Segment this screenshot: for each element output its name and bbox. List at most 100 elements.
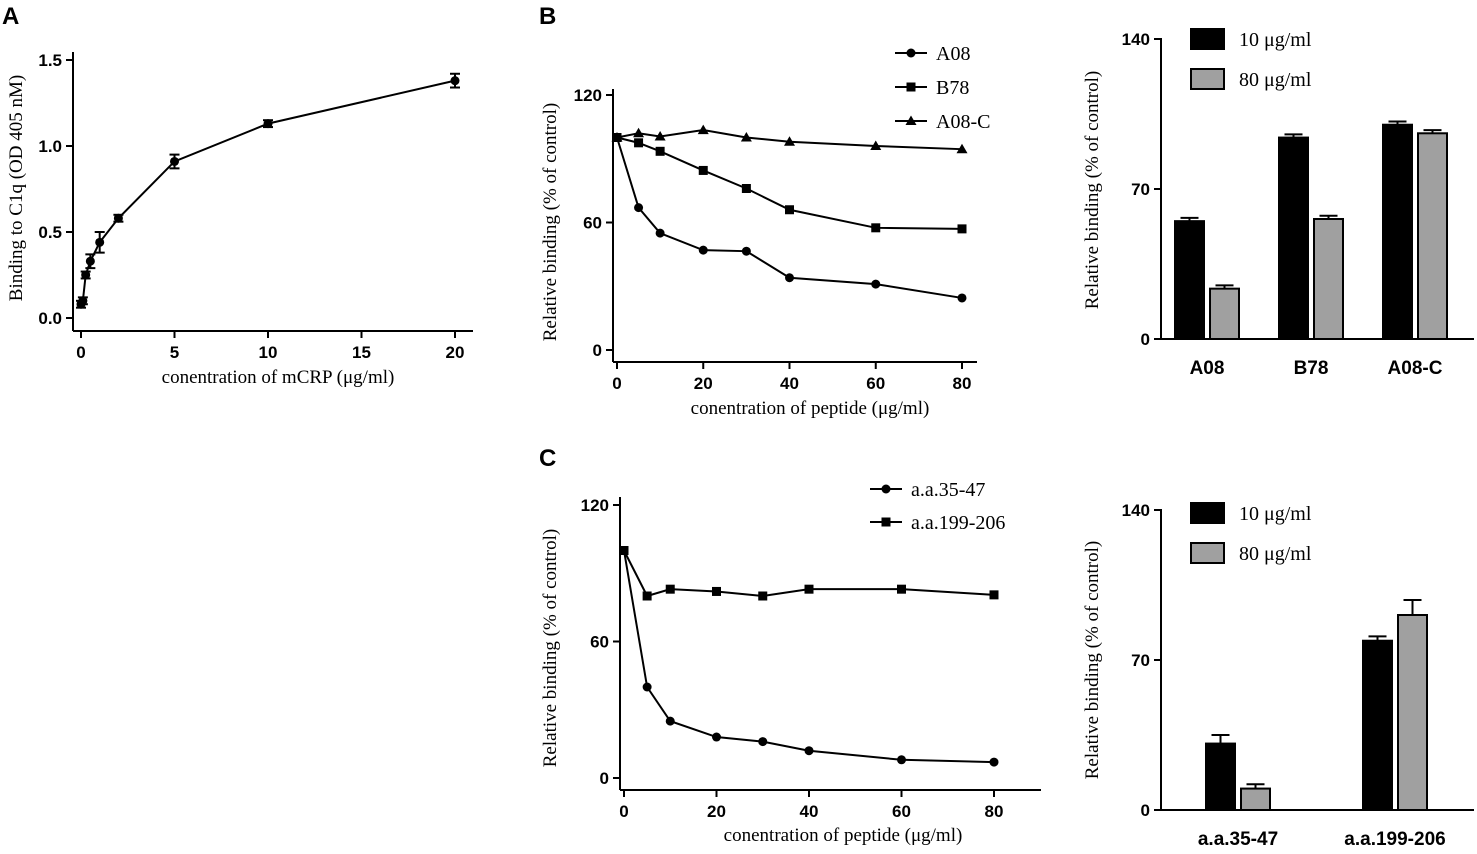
data-point-a-a-199-206 [758,591,768,601]
x-tick-label: 15 [352,343,371,362]
x-tick-label: 0 [612,374,621,393]
x-tick-label: 80 [985,802,1004,821]
data-point-a-a-35-47 [897,755,906,765]
data-point-a08-c [870,140,882,150]
series-line-b78 [616,136,963,230]
data-point-a-a-35-47 [804,746,814,756]
y-tick-label: 0.0 [38,309,62,328]
x-tick-label: 60 [892,802,911,821]
data-point-a08-c [697,124,709,135]
y-tick-label: 120 [581,496,609,515]
data-point-a08 [698,245,708,255]
data-point-a-a-199-206 [642,591,652,601]
y-tick-label: 0 [600,769,609,788]
legend-swatch-80-g-ml [1190,68,1225,90]
data-point-b78 [957,224,967,234]
chart-c-line: 0 60 120 0 20 40 60 80 conentration of peptide (… [540,479,1041,846]
y-tick-label: 120 [574,86,602,105]
bar-a08-80-g-ml [1209,287,1240,340]
data-point-mcrp [95,237,105,247]
series-line-a08-c [616,129,963,151]
series-line-a08 [616,137,963,299]
x-tick-label: 20 [694,374,713,393]
legend-label-10-g-ml: 10 μg/ml [1239,503,1312,525]
data-point-b78 [741,184,751,193]
legend-marker-a08 [906,48,916,58]
legend-marker-a08-c [905,115,917,125]
chart-c-bar: 0 70 140 Relative binding (% of control) a.a… [1082,501,1474,850]
series-line-mcrp [80,79,456,305]
data-point-mcrp [85,256,95,266]
series-line-a-a-35-47 [623,550,995,764]
bar-a08-c-80-g-ml [1417,132,1448,340]
y-tick-label: 0 [1141,330,1150,349]
legend-label-b78: B78 [936,77,969,99]
category-label: A08-C [1388,358,1443,379]
bar-a-a-35-47-10-g-ml [1205,742,1236,811]
chart-a: 0.0 0.5 1.0 1.5 0 5 10 15 20 conentration of mCRP… [6,51,473,388]
data-point-a-a-35-47 [712,732,721,742]
bar-b78-80-g-ml [1313,218,1344,340]
bar-a-a-199-206-10-g-ml [1362,639,1393,812]
y-axis-label: Binding to C1q (OD 405 nM) [6,75,27,301]
data-point-a-a-199-206 [897,584,906,594]
x-tick-label: 40 [780,374,799,393]
bar-a-a-199-206-80-g-ml [1397,614,1428,811]
y-axis-label: Relative binding (% of control) [540,529,561,768]
data-point-a08 [655,228,665,238]
x-tick-label: 10 [259,343,278,362]
y-tick-label: 140 [1122,501,1150,520]
data-point-b78 [785,205,794,215]
y-tick-label: 60 [590,633,609,652]
legend-label-10-g-ml: 10 μg/ml [1239,29,1312,51]
data-point-a08-c [633,127,645,138]
y-tick-label: 0 [593,341,602,360]
category-label: a.a.35-47 [1198,829,1278,850]
legend-label-80-g-ml: 80 μg/ml [1239,543,1312,565]
data-point-a-a-199-206 [989,590,999,600]
legend-marker-b78 [906,82,916,92]
x-axis-label: conentration of peptide (μg/ml) [724,825,963,846]
panel-label-c: C [539,445,556,472]
legend-swatch-10-g-ml [1190,502,1225,524]
data-point-mcrp [170,156,179,166]
y-tick-label: 1.5 [38,51,62,70]
legend-label-a-a-199-206: a.a.199-206 [911,512,1005,534]
data-point-a08-c [740,132,752,142]
bar-a08-c-10-g-ml [1382,123,1413,341]
data-point-mcrp [78,296,88,306]
data-point-b78 [871,223,881,233]
y-tick-label: 60 [583,214,602,233]
data-point-a-a-35-47 [758,737,768,747]
data-point-a-a-199-206 [665,584,675,594]
legend-swatch-80-g-ml [1190,542,1225,564]
category-label: B78 [1294,358,1329,379]
legend-label-80-g-ml: 80 μg/ml [1239,69,1312,91]
x-tick-label: 5 [170,343,179,362]
panel-label-a: A [2,3,19,30]
chart-b-bar: 0 70 140 Relative binding (% of control) A08… [1082,28,1474,379]
y-axis-label: Relative binding (% of control) [1082,71,1103,310]
y-tick-label: 70 [1131,180,1150,199]
y-tick-label: 140 [1122,30,1150,49]
data-point-a08 [634,203,644,213]
y-axis-label: Relative binding (% of control) [1082,541,1103,780]
y-tick-label: 1.0 [38,137,62,156]
data-point-a-a-35-47 [989,757,999,767]
x-tick-label: 0 [619,802,628,821]
data-point-a-a-199-206 [619,546,629,555]
data-point-b78 [698,165,708,175]
legend-label-a08-c: A08-C [936,111,990,133]
bar-b78-10-g-ml [1278,136,1309,340]
legend-marker-a-a-35-47 [881,484,891,494]
data-point-b78 [655,146,665,156]
x-tick-label: 40 [800,802,819,821]
y-tick-label: 70 [1131,651,1150,670]
y-tick-label: 0 [1141,801,1150,820]
data-point-a-a-35-47 [665,716,675,726]
data-point-mcrp [450,76,460,86]
y-tick-label: 0.5 [38,223,62,242]
data-point-a-a-199-206 [712,586,721,596]
data-point-mcrp [81,270,91,280]
